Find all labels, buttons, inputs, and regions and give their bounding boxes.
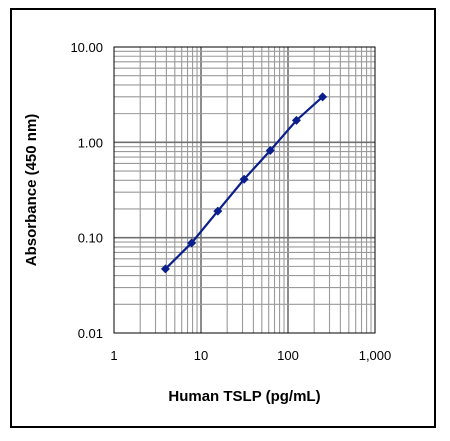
data-point — [265, 146, 275, 156]
data-point — [318, 92, 328, 102]
chart-frame — [10, 8, 436, 428]
y-tick-label: 1.00 — [78, 135, 103, 150]
x-axis-ticks: 1 10 100 1,000 — [110, 348, 391, 363]
x-tick-label: 100 — [277, 348, 299, 363]
data-point — [213, 206, 223, 216]
x-tick-label: 1 — [110, 348, 117, 363]
y-tick-label: 0.10 — [78, 231, 103, 246]
series — [160, 92, 328, 274]
data-point — [187, 238, 197, 248]
y-axis-title: Absorbance (450 nm) — [23, 114, 40, 267]
y-tick-label: 10.00 — [70, 40, 103, 55]
data-point — [291, 115, 301, 125]
data-point — [239, 174, 249, 184]
x-tick-label: 10 — [194, 348, 208, 363]
y-tick-label: 0.01 — [78, 326, 103, 341]
x-axis-title: Human TSLP (pg/mL) — [168, 388, 320, 405]
plot-area-border — [113, 46, 376, 334]
y-axis-ticks: 10.00 1.00 0.10 0.01 — [70, 40, 103, 341]
x-tick-label: 1,000 — [359, 348, 392, 363]
grid — [114, 47, 375, 333]
data-point — [160, 264, 170, 274]
